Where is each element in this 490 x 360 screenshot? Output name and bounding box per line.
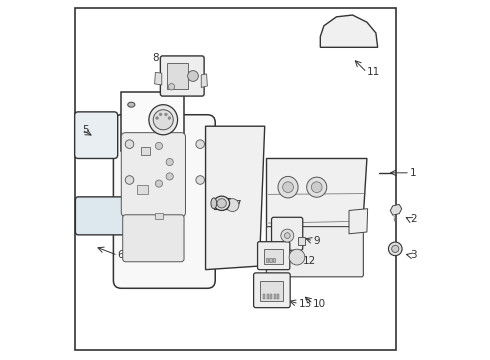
Polygon shape — [205, 126, 265, 270]
Text: 2: 2 — [410, 215, 416, 224]
Ellipse shape — [278, 176, 298, 198]
Ellipse shape — [281, 229, 294, 242]
Bar — [266, 258, 268, 262]
Ellipse shape — [153, 110, 173, 130]
Ellipse shape — [159, 113, 162, 116]
Ellipse shape — [166, 158, 173, 166]
Text: 5: 5 — [82, 125, 89, 135]
Bar — [155, 213, 163, 220]
Ellipse shape — [168, 117, 171, 120]
Polygon shape — [201, 74, 207, 87]
Ellipse shape — [166, 173, 173, 180]
Ellipse shape — [211, 198, 217, 209]
FancyBboxPatch shape — [113, 115, 215, 288]
Bar — [263, 294, 265, 299]
FancyBboxPatch shape — [258, 242, 290, 270]
Text: 4: 4 — [173, 75, 180, 85]
Text: 13: 13 — [299, 299, 312, 309]
Ellipse shape — [311, 182, 322, 193]
Text: 9: 9 — [313, 236, 320, 246]
Bar — [137, 185, 148, 194]
Bar — [141, 147, 150, 155]
Polygon shape — [155, 72, 162, 85]
Ellipse shape — [156, 117, 158, 120]
Text: 6: 6 — [118, 250, 124, 260]
FancyBboxPatch shape — [122, 215, 184, 262]
Ellipse shape — [307, 177, 327, 197]
Ellipse shape — [214, 196, 230, 211]
Ellipse shape — [217, 199, 226, 208]
Bar — [270, 294, 272, 299]
Ellipse shape — [165, 113, 167, 116]
Bar — [267, 294, 269, 299]
FancyBboxPatch shape — [271, 217, 303, 250]
Text: 3: 3 — [410, 250, 416, 260]
Polygon shape — [349, 209, 368, 234]
Bar — [260, 282, 283, 301]
Bar — [270, 258, 271, 262]
Bar — [214, 198, 230, 209]
FancyBboxPatch shape — [267, 226, 364, 277]
Ellipse shape — [125, 140, 134, 148]
Ellipse shape — [155, 142, 163, 149]
Ellipse shape — [168, 84, 175, 90]
Polygon shape — [320, 15, 378, 47]
Bar — [298, 237, 304, 245]
Ellipse shape — [196, 176, 204, 184]
Ellipse shape — [226, 199, 239, 212]
Ellipse shape — [392, 245, 399, 252]
Ellipse shape — [128, 102, 135, 107]
Ellipse shape — [196, 140, 204, 148]
Bar — [122, 92, 184, 151]
Bar — [274, 294, 276, 299]
Ellipse shape — [125, 176, 134, 184]
FancyBboxPatch shape — [122, 133, 186, 217]
Bar — [167, 63, 188, 89]
Text: 7: 7 — [234, 200, 241, 210]
FancyBboxPatch shape — [160, 56, 204, 96]
Ellipse shape — [188, 71, 198, 81]
Text: 1: 1 — [410, 168, 416, 178]
Text: 10: 10 — [313, 299, 326, 309]
Ellipse shape — [283, 182, 294, 193]
Bar — [273, 258, 275, 262]
Ellipse shape — [149, 105, 177, 135]
Ellipse shape — [285, 233, 290, 238]
Ellipse shape — [155, 180, 163, 187]
FancyBboxPatch shape — [74, 112, 118, 158]
Text: 12: 12 — [302, 256, 316, 266]
Polygon shape — [390, 204, 402, 215]
FancyBboxPatch shape — [75, 197, 126, 235]
Text: 8: 8 — [152, 53, 159, 63]
Text: 11: 11 — [367, 67, 380, 77]
Bar — [264, 249, 283, 264]
FancyBboxPatch shape — [254, 273, 290, 308]
Bar — [277, 294, 279, 299]
Ellipse shape — [389, 242, 402, 256]
Ellipse shape — [289, 249, 305, 265]
Bar — [74, 8, 395, 350]
Polygon shape — [267, 158, 367, 277]
